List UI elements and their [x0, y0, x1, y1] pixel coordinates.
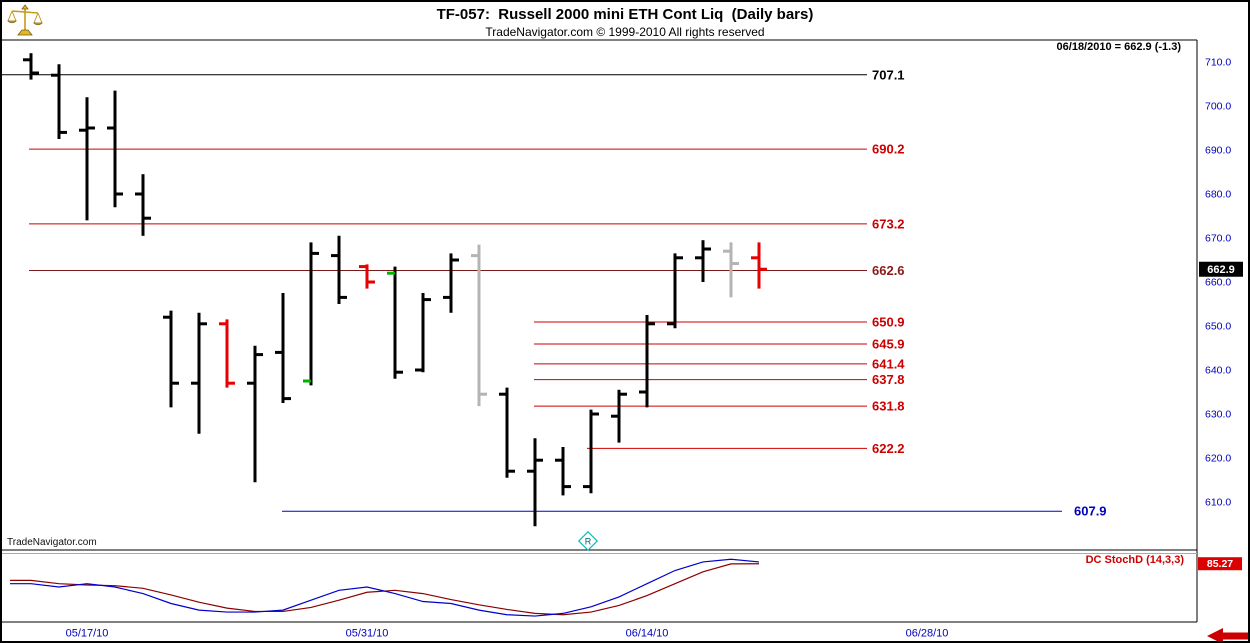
scroll-left-arrow[interactable]	[1207, 628, 1250, 643]
level-label: 707.1	[872, 67, 905, 82]
stoch-value-badge	[1198, 557, 1242, 571]
level-label: 673.2	[872, 216, 905, 231]
stoch-d-line	[10, 563, 760, 616]
tradenavigator-logo	[5, 4, 45, 43]
ohlc-bar	[723, 242, 739, 298]
y-tick-label: 710.0	[1205, 57, 1231, 69]
levels-layer: 707.1 690.2 673.2 662.6 650.9 645.9 641.4637.8…	[2, 67, 1107, 519]
y-tick-label: 630.0	[1205, 409, 1231, 421]
ohlc-bar	[387, 266, 403, 379]
svg-text:R: R	[585, 537, 592, 547]
bars-layer	[23, 53, 767, 527]
ohlc-bar	[751, 242, 767, 289]
ohlc-bar	[471, 244, 487, 407]
ohlc-bar	[415, 293, 431, 373]
level-label: 622.2	[872, 441, 905, 456]
copyright-line: TradeNavigator.com © 1999-2010 All right…	[485, 25, 765, 39]
level-label: 631.8	[872, 399, 905, 414]
date-axis: 05/17/10 05/31/10 06/14/10 06/28/10	[66, 628, 949, 640]
rollover-marker: R	[577, 530, 599, 552]
last-quote-readout: 06/18/2010 = 662.9 (-1.3)	[1056, 41, 1181, 53]
level-label: 637.8	[872, 372, 905, 387]
price-axis: 710.0 700.0 690.0 680.0 670.0 660.0 650.0 640.0…	[1205, 57, 1231, 509]
y-tick-label: 650.0	[1205, 321, 1231, 333]
svg-text:662.9: 662.9	[1207, 264, 1235, 276]
y-tick-label: 700.0	[1205, 101, 1231, 113]
ohlc-bar	[499, 387, 515, 478]
ohlc-bar	[667, 253, 683, 329]
ohlc-bar	[443, 253, 459, 313]
ohlc-bar	[359, 264, 375, 289]
level-label: 645.9	[872, 337, 905, 352]
watermark-text: TradeNavigator.com	[7, 537, 97, 548]
x-date-label: 06/14/10	[626, 628, 669, 640]
level-label: 641.4	[872, 356, 905, 371]
x-date-label: 06/28/10	[906, 628, 949, 640]
ohlc-bar	[247, 345, 263, 483]
x-date-label: 05/31/10	[346, 628, 389, 640]
ohlc-bar	[303, 242, 319, 386]
ohlc-bar	[51, 64, 67, 139]
ohlc-bar	[191, 312, 207, 434]
x-date-label: 05/17/10	[66, 628, 109, 640]
y-tick-label: 660.0	[1205, 277, 1231, 289]
ohlc-bar	[163, 310, 179, 408]
level-label: 662.6	[872, 263, 905, 278]
ohlc-bar	[639, 315, 655, 408]
ohlc-bar	[79, 97, 95, 221]
y-tick-label: 670.0	[1205, 233, 1231, 245]
scales-icon	[7, 4, 43, 36]
ohlc-bar	[611, 389, 627, 443]
chart-title: TF-057: Russell 2000 mini ETH Cont Liq (…	[436, 6, 814, 23]
y-tick-label: 690.0	[1205, 145, 1231, 157]
ohlc-bar	[23, 53, 39, 80]
ohlc-bar	[583, 409, 599, 494]
y-tick-label: 620.0	[1205, 453, 1231, 465]
ohlc-bar	[527, 438, 543, 527]
level-label: 650.9	[872, 315, 905, 330]
ohlc-bar	[135, 174, 151, 236]
chart-frame	[2, 39, 1198, 623]
ohlc-bar	[695, 240, 711, 282]
stoch-panel: DC StochD (14,3,3) 85.27	[10, 554, 1242, 617]
y-tick-label: 640.0	[1205, 365, 1231, 377]
y-tick-label: 610.0	[1205, 497, 1231, 509]
y-tick-label: 680.0	[1205, 189, 1231, 201]
level-label: 690.2	[872, 142, 905, 157]
ohlc-bar	[331, 235, 347, 304]
ohlc-bar	[555, 447, 571, 496]
ohlc-bar	[219, 319, 235, 388]
svg-text:85.27: 85.27	[1207, 558, 1233, 570]
stoch-k-line	[10, 558, 760, 617]
ohlc-bar	[107, 90, 123, 208]
ohlc-bar	[275, 293, 291, 403]
last-price-badge: 662.9	[1199, 261, 1243, 277]
level-label: 607.9	[1074, 504, 1107, 519]
stoch-label: DC StochD (14,3,3)	[1086, 554, 1185, 566]
